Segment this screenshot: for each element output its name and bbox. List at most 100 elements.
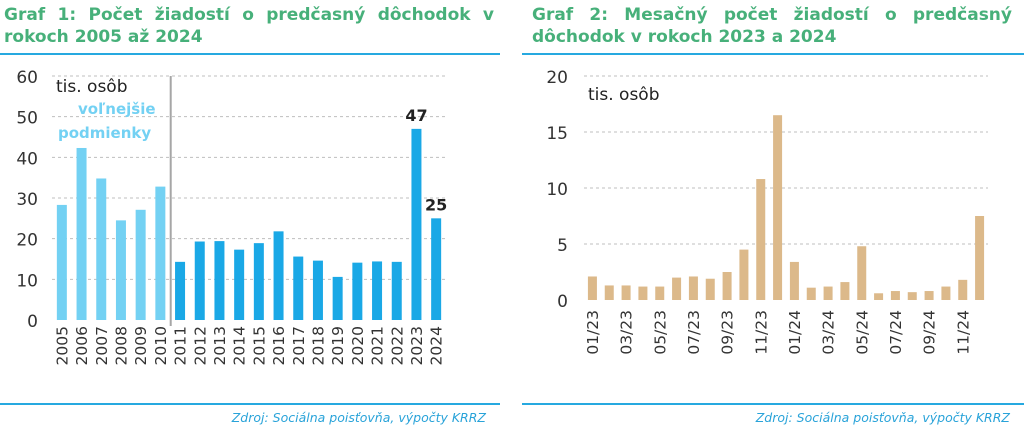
bar <box>155 186 166 320</box>
bar <box>857 246 867 300</box>
bar <box>705 278 715 300</box>
bar <box>352 262 363 320</box>
title-underline-left <box>0 53 500 55</box>
bar <box>76 147 87 320</box>
bar <box>293 256 304 320</box>
x-tick-label: 05/24 <box>853 310 871 355</box>
x-tick-label: 11/23 <box>752 310 770 355</box>
x-tick-label: 2014 <box>231 326 249 365</box>
bar <box>722 272 732 300</box>
bar <box>789 261 799 300</box>
x-tick-label: 2023 <box>408 326 426 365</box>
x-tick-label: 2009 <box>132 326 150 365</box>
data-label: 25 <box>425 195 447 214</box>
bar <box>773 115 783 300</box>
y-tick-label: 0 <box>557 292 568 312</box>
bar <box>823 286 833 300</box>
y-tick-label: 60 <box>16 68 38 88</box>
bar <box>806 287 816 300</box>
bar <box>958 279 968 300</box>
bar <box>672 277 682 300</box>
bar <box>253 243 264 320</box>
x-tick-label: 07/24 <box>887 310 905 355</box>
x-tick-label: 2010 <box>152 326 170 365</box>
x-tick-label: 2019 <box>329 326 347 365</box>
source-note-right: Zdroj: Sociálna poisťovňa, výpočty KRRZ <box>755 410 1010 425</box>
data-label: 47 <box>405 106 427 125</box>
chart-title-right: Graf 2: Mesačný počet žiadostí o predčas… <box>532 5 1012 47</box>
bar <box>874 293 884 300</box>
bar <box>411 128 422 320</box>
bar <box>234 249 245 320</box>
source-note-left: Zdroj: Sociálna poisťovňa, výpočty KRRZ <box>231 410 486 425</box>
x-tick-label: 2006 <box>73 326 91 365</box>
x-tick-label: 2015 <box>250 326 268 365</box>
chart-panel-left: Graf 1: Počet žiadostí o predčasný dôcho… <box>0 0 500 432</box>
bar <box>840 282 850 300</box>
bar <box>332 276 343 320</box>
x-tick-label: 09/23 <box>719 310 737 355</box>
bar <box>96 178 107 320</box>
bar <box>739 249 749 300</box>
y-tick-label: 20 <box>546 68 568 88</box>
chart-title-left: Graf 1: Počet žiadostí o predčasný dôcho… <box>4 5 494 47</box>
y-tick-label: 40 <box>16 149 38 169</box>
chart-panel-right: Graf 2: Mesačný počet žiadostí o predčas… <box>522 0 1024 432</box>
bar <box>175 261 186 320</box>
y-tick-label: 30 <box>16 190 38 210</box>
y-tick-label: 10 <box>16 271 38 291</box>
y-tick-label: 0 <box>27 312 38 332</box>
bar <box>975 216 985 300</box>
bar <box>604 285 614 300</box>
bar <box>372 261 383 320</box>
bar <box>56 204 67 320</box>
x-tick-label: 2007 <box>93 326 111 365</box>
x-tick-label: 11/24 <box>954 310 972 355</box>
bar <box>621 285 631 300</box>
y-tick-label: 10 <box>546 180 568 200</box>
x-tick-label: 05/23 <box>651 310 669 355</box>
x-tick-label: 2021 <box>369 326 387 365</box>
x-tick-label: 01/24 <box>786 310 804 355</box>
bar <box>655 286 665 300</box>
title-underline-right <box>522 53 1024 55</box>
x-tick-label: 2005 <box>53 326 71 365</box>
bar <box>890 291 900 300</box>
x-tick-label: 2024 <box>428 326 446 365</box>
x-tick-label: 2013 <box>211 326 229 365</box>
bar <box>214 241 225 320</box>
x-tick-label: 2008 <box>112 326 130 365</box>
bar <box>587 276 597 300</box>
bar <box>907 292 917 300</box>
x-tick-label: 01/23 <box>584 310 602 355</box>
y-tick-label: 50 <box>16 109 38 129</box>
bar <box>312 260 323 320</box>
y-tick-label: 5 <box>557 236 568 256</box>
x-tick-label: 03/24 <box>820 310 838 355</box>
bar <box>194 241 205 320</box>
annotation-label: podmienky <box>58 124 151 142</box>
footer-rule-left <box>0 403 500 405</box>
x-tick-label: 2016 <box>270 326 288 365</box>
bar-chart-monthly: 0 5 10 15 20 01/23 03/23 05/23 07/23 09/23 11/23 01… <box>546 68 988 355</box>
x-tick-label: 07/23 <box>685 310 703 355</box>
bar <box>638 286 648 300</box>
bar <box>135 209 146 320</box>
x-tick-label: 2022 <box>388 326 406 365</box>
bar <box>941 286 951 300</box>
bar <box>115 220 126 320</box>
unit-label: tis. osôb <box>588 85 660 105</box>
annotation-label: voľnejšie <box>78 100 156 118</box>
x-tick-label: 2017 <box>290 326 308 365</box>
x-tick-label: 2020 <box>349 326 367 365</box>
x-tick-label: 09/24 <box>921 310 939 355</box>
x-tick-label: 2011 <box>172 326 190 365</box>
bar <box>924 291 934 300</box>
y-tick-label: 15 <box>546 124 568 144</box>
bar <box>391 261 402 320</box>
x-tick-label: 2012 <box>191 326 209 365</box>
x-tick-label: 03/23 <box>618 310 636 355</box>
x-tick-label: 2018 <box>309 326 327 365</box>
bar <box>273 231 284 320</box>
